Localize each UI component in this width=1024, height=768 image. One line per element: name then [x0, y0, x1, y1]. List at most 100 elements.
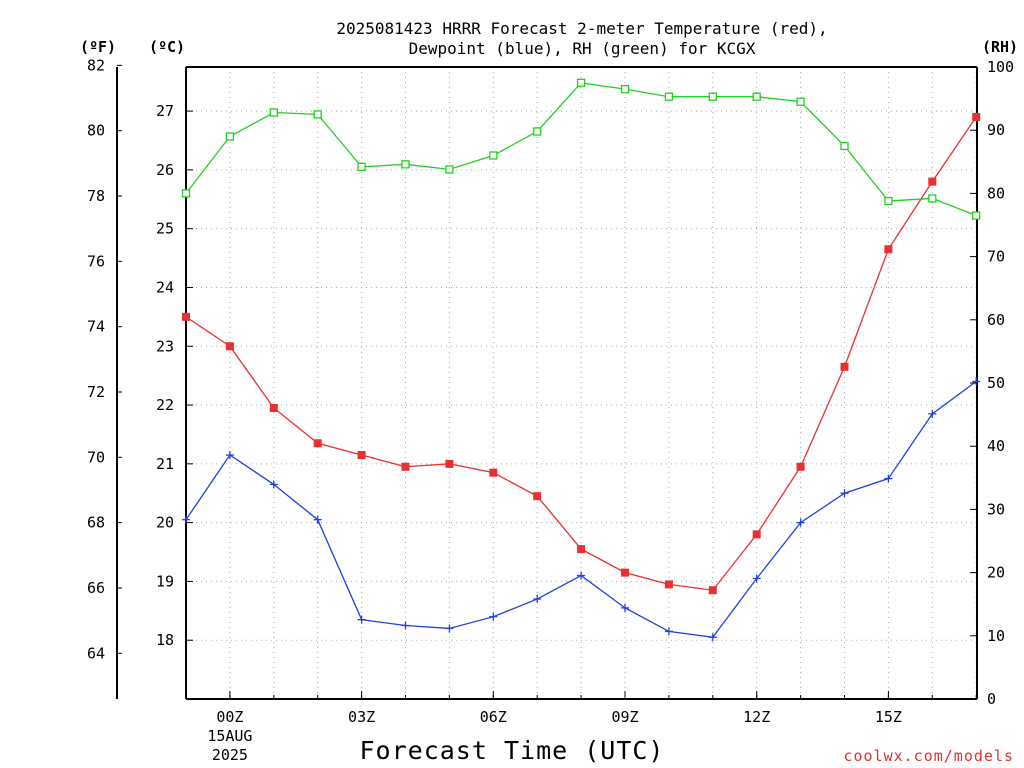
x-tick-label: 12Z	[743, 708, 770, 726]
rh-point	[664, 92, 674, 101]
temperature-point	[401, 462, 410, 471]
dewpoint-point	[928, 409, 937, 418]
celsius-tick-label: 21	[156, 455, 174, 473]
dewpoint-point	[752, 574, 761, 583]
temperature-point	[928, 177, 937, 186]
rh-tick-label: 60	[987, 311, 1005, 329]
celsius-unit-label: (ºC)	[149, 38, 185, 56]
dewpoint-point	[445, 624, 454, 633]
rh-point	[884, 196, 893, 206]
rh-point	[269, 108, 278, 117]
rh-point	[576, 78, 586, 87]
dewpoint-point	[708, 633, 717, 642]
temperature-point	[225, 342, 234, 351]
rh-tick-label: 30	[987, 500, 1005, 518]
dewpoint-point	[401, 621, 410, 630]
temperature-point	[313, 439, 322, 448]
x-axis-label: Forecast Time (UTC)	[360, 736, 665, 765]
x-tick-label: 03Z	[348, 708, 375, 726]
fahrenheit-tick-label: 74	[87, 318, 105, 336]
chart-title-line-1: 2025081423 HRRR Forecast 2-meter Tempera…	[336, 19, 827, 38]
rh-point	[796, 97, 805, 106]
fahrenheit-tick-label: 78	[87, 187, 105, 205]
x-tick-label: 09Z	[611, 708, 638, 726]
rh-point	[752, 92, 761, 101]
rh-point	[181, 189, 191, 198]
fahrenheit-tick-label: 72	[87, 383, 105, 401]
rh-point	[620, 84, 630, 94]
rh-tick-label: 10	[987, 627, 1005, 645]
temperature-point	[577, 545, 586, 554]
celsius-tick-label: 20	[156, 514, 174, 532]
celsius-tick-label: 25	[156, 220, 174, 238]
credit-text: coolwx.com/models	[843, 747, 1014, 765]
tick-labels: 18 19 20 21 22 23 24 25 26 27 64 66 68 70 72 74 76 78 80 82…	[87, 56, 1014, 764]
dewpoint-point	[313, 515, 322, 524]
rh-point	[533, 127, 542, 136]
celsius-tick-label: 26	[156, 161, 174, 179]
temperature-point	[489, 468, 498, 477]
grid	[186, 67, 977, 699]
rh-point	[357, 162, 366, 172]
temperature-point	[840, 362, 849, 371]
x-tick-date-label: 15AUG	[207, 727, 252, 745]
temperature-point	[269, 403, 278, 412]
temperature-point	[796, 462, 805, 471]
axes	[116, 66, 978, 700]
fahrenheit-tick-label: 68	[87, 514, 105, 532]
fahrenheit-tick-label: 76	[87, 252, 105, 270]
rh-tick-label: 70	[987, 248, 1005, 266]
dewpoint-point	[840, 489, 849, 498]
celsius-tick-label: 19	[156, 572, 174, 590]
temperature-point	[752, 530, 761, 539]
fahrenheit-tick-label: 80	[87, 122, 105, 140]
rh-point	[840, 141, 849, 151]
x-tick-label: 15Z	[875, 708, 902, 726]
rh-tick-label: 90	[987, 121, 1005, 139]
rh-unit-label: (RH)	[982, 38, 1018, 56]
temperature-point	[533, 492, 542, 501]
temperature-point	[182, 312, 190, 321]
temperature-point	[972, 112, 981, 121]
fahrenheit-tick-label: 82	[87, 56, 105, 74]
temperature-point	[664, 580, 673, 589]
rh-tick-label: 0	[987, 690, 996, 708]
celsius-tick-label: 18	[156, 631, 174, 649]
rh-point	[313, 110, 322, 119]
dewpoint-point	[225, 451, 234, 460]
rh-tick-label: 20	[987, 564, 1005, 582]
celsius-tick-label: 22	[156, 396, 174, 414]
rh-point	[708, 92, 717, 101]
celsius-tick-label: 23	[156, 337, 174, 355]
temperature-point	[884, 245, 893, 254]
rh-point	[225, 132, 235, 141]
rh-point	[489, 151, 498, 160]
dewpoint-point	[533, 595, 542, 604]
rh-point	[928, 194, 937, 203]
dewpoint-point	[621, 603, 629, 612]
rh-tick-label: 80	[987, 184, 1005, 202]
chart-title-line-2: Dewpoint (blue), RH (green) for KCGX	[409, 39, 756, 58]
temperature-point	[445, 459, 454, 468]
dewpoint-point	[664, 627, 673, 636]
celsius-tick-label: 27	[156, 102, 174, 120]
fahrenheit-tick-label: 64	[87, 644, 105, 662]
rh-point	[972, 211, 981, 220]
dewpoint-point	[577, 571, 586, 580]
dewpoint-point	[796, 518, 805, 527]
rh-tick-label: 100	[987, 58, 1014, 76]
dewpoint-point	[972, 377, 981, 386]
fahrenheit-tick-label: 70	[87, 448, 105, 466]
x-tick-label: 06Z	[480, 708, 507, 726]
temperature-point	[621, 568, 629, 577]
rh-point	[401, 160, 410, 169]
dewpoint-point	[269, 480, 278, 489]
rh-point	[445, 165, 454, 174]
x-tick-year-label: 2025	[212, 746, 248, 764]
dewpoint-point	[884, 474, 893, 483]
fahrenheit-tick-label: 66	[87, 579, 105, 597]
temperature-point	[357, 451, 366, 460]
celsius-tick-label: 24	[156, 278, 174, 296]
dewpoint-point	[357, 615, 366, 624]
